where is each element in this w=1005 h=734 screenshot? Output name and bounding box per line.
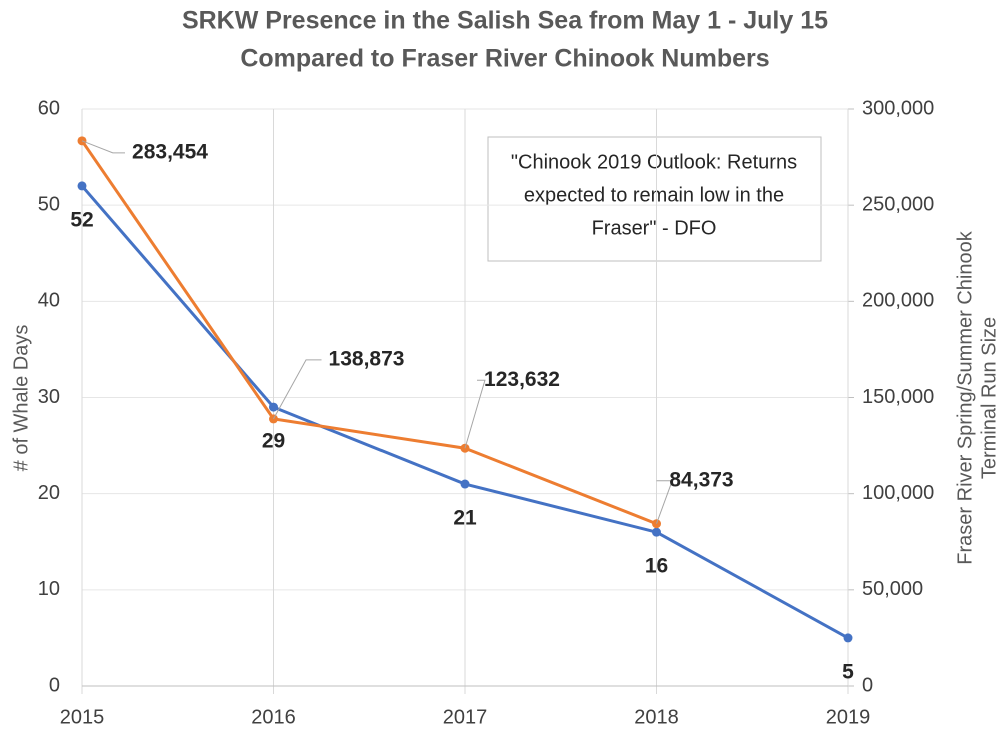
annotation: expected to remain low in the [524,184,784,206]
y2-tick-label: 150,000 [862,386,934,408]
data-label: 21 [453,507,477,530]
y-axis-title: # of Whale Days [10,325,32,472]
data-label: 5 [842,660,854,683]
point [843,633,853,643]
data-label: 138,873 [329,347,405,370]
annotation-box [487,136,822,262]
data-label: 283,454 [132,140,208,163]
y-tick-label: 20 [38,482,60,504]
x-tick-label: 2017 [443,706,488,728]
leader-line [81,140,125,154]
data-label: 29 [262,430,285,453]
y-tick-label: 60 [38,97,60,119]
x-tick-label: 2019 [826,706,871,728]
series-line [80,139,658,526]
annotation: Fraser" - DFO [592,217,717,239]
data-label: 16 [645,555,668,578]
y2-tick-label: 100,000 [862,482,934,504]
chart-title: SRKW Presence in the Salish Sea from May… [182,7,828,35]
annotation: "Chinook 2019 Outlook: Returns [511,151,797,173]
data-label: 52 [70,208,93,231]
x-tick-label: 2016 [251,706,296,728]
y-tick-label: 0 [49,674,60,696]
data-label: 123,632 [484,368,560,391]
y-tick-label: 50 [38,193,60,215]
point [269,402,278,412]
point [652,527,661,537]
y2-tick-label: 0 [862,674,873,696]
x-tick-label: 2018 [634,706,679,728]
y2-axis-title: Fraser River Spring/Summer Chinook [954,230,976,564]
y2-tick-label: 200,000 [862,290,934,312]
leader-line [464,379,486,449]
point [460,479,470,489]
data-label: 84,373 [669,468,733,491]
y-tick-label: 40 [38,290,60,312]
y-tick-label: 30 [38,386,60,408]
y-tick-label: 10 [38,578,60,600]
leader-line [656,480,673,524]
y2-axis-title: Terminal Run Size [978,317,1000,479]
point [77,181,87,191]
y2-tick-label: 250,000 [862,193,934,215]
leader-line [273,359,322,420]
y2-tick-label: 50,000 [862,578,923,600]
x-tick-label: 2015 [60,706,105,728]
y2-tick-label: 300,000 [862,97,934,119]
chart-title: Compared to Fraser River Chinook Numbers [240,45,769,73]
